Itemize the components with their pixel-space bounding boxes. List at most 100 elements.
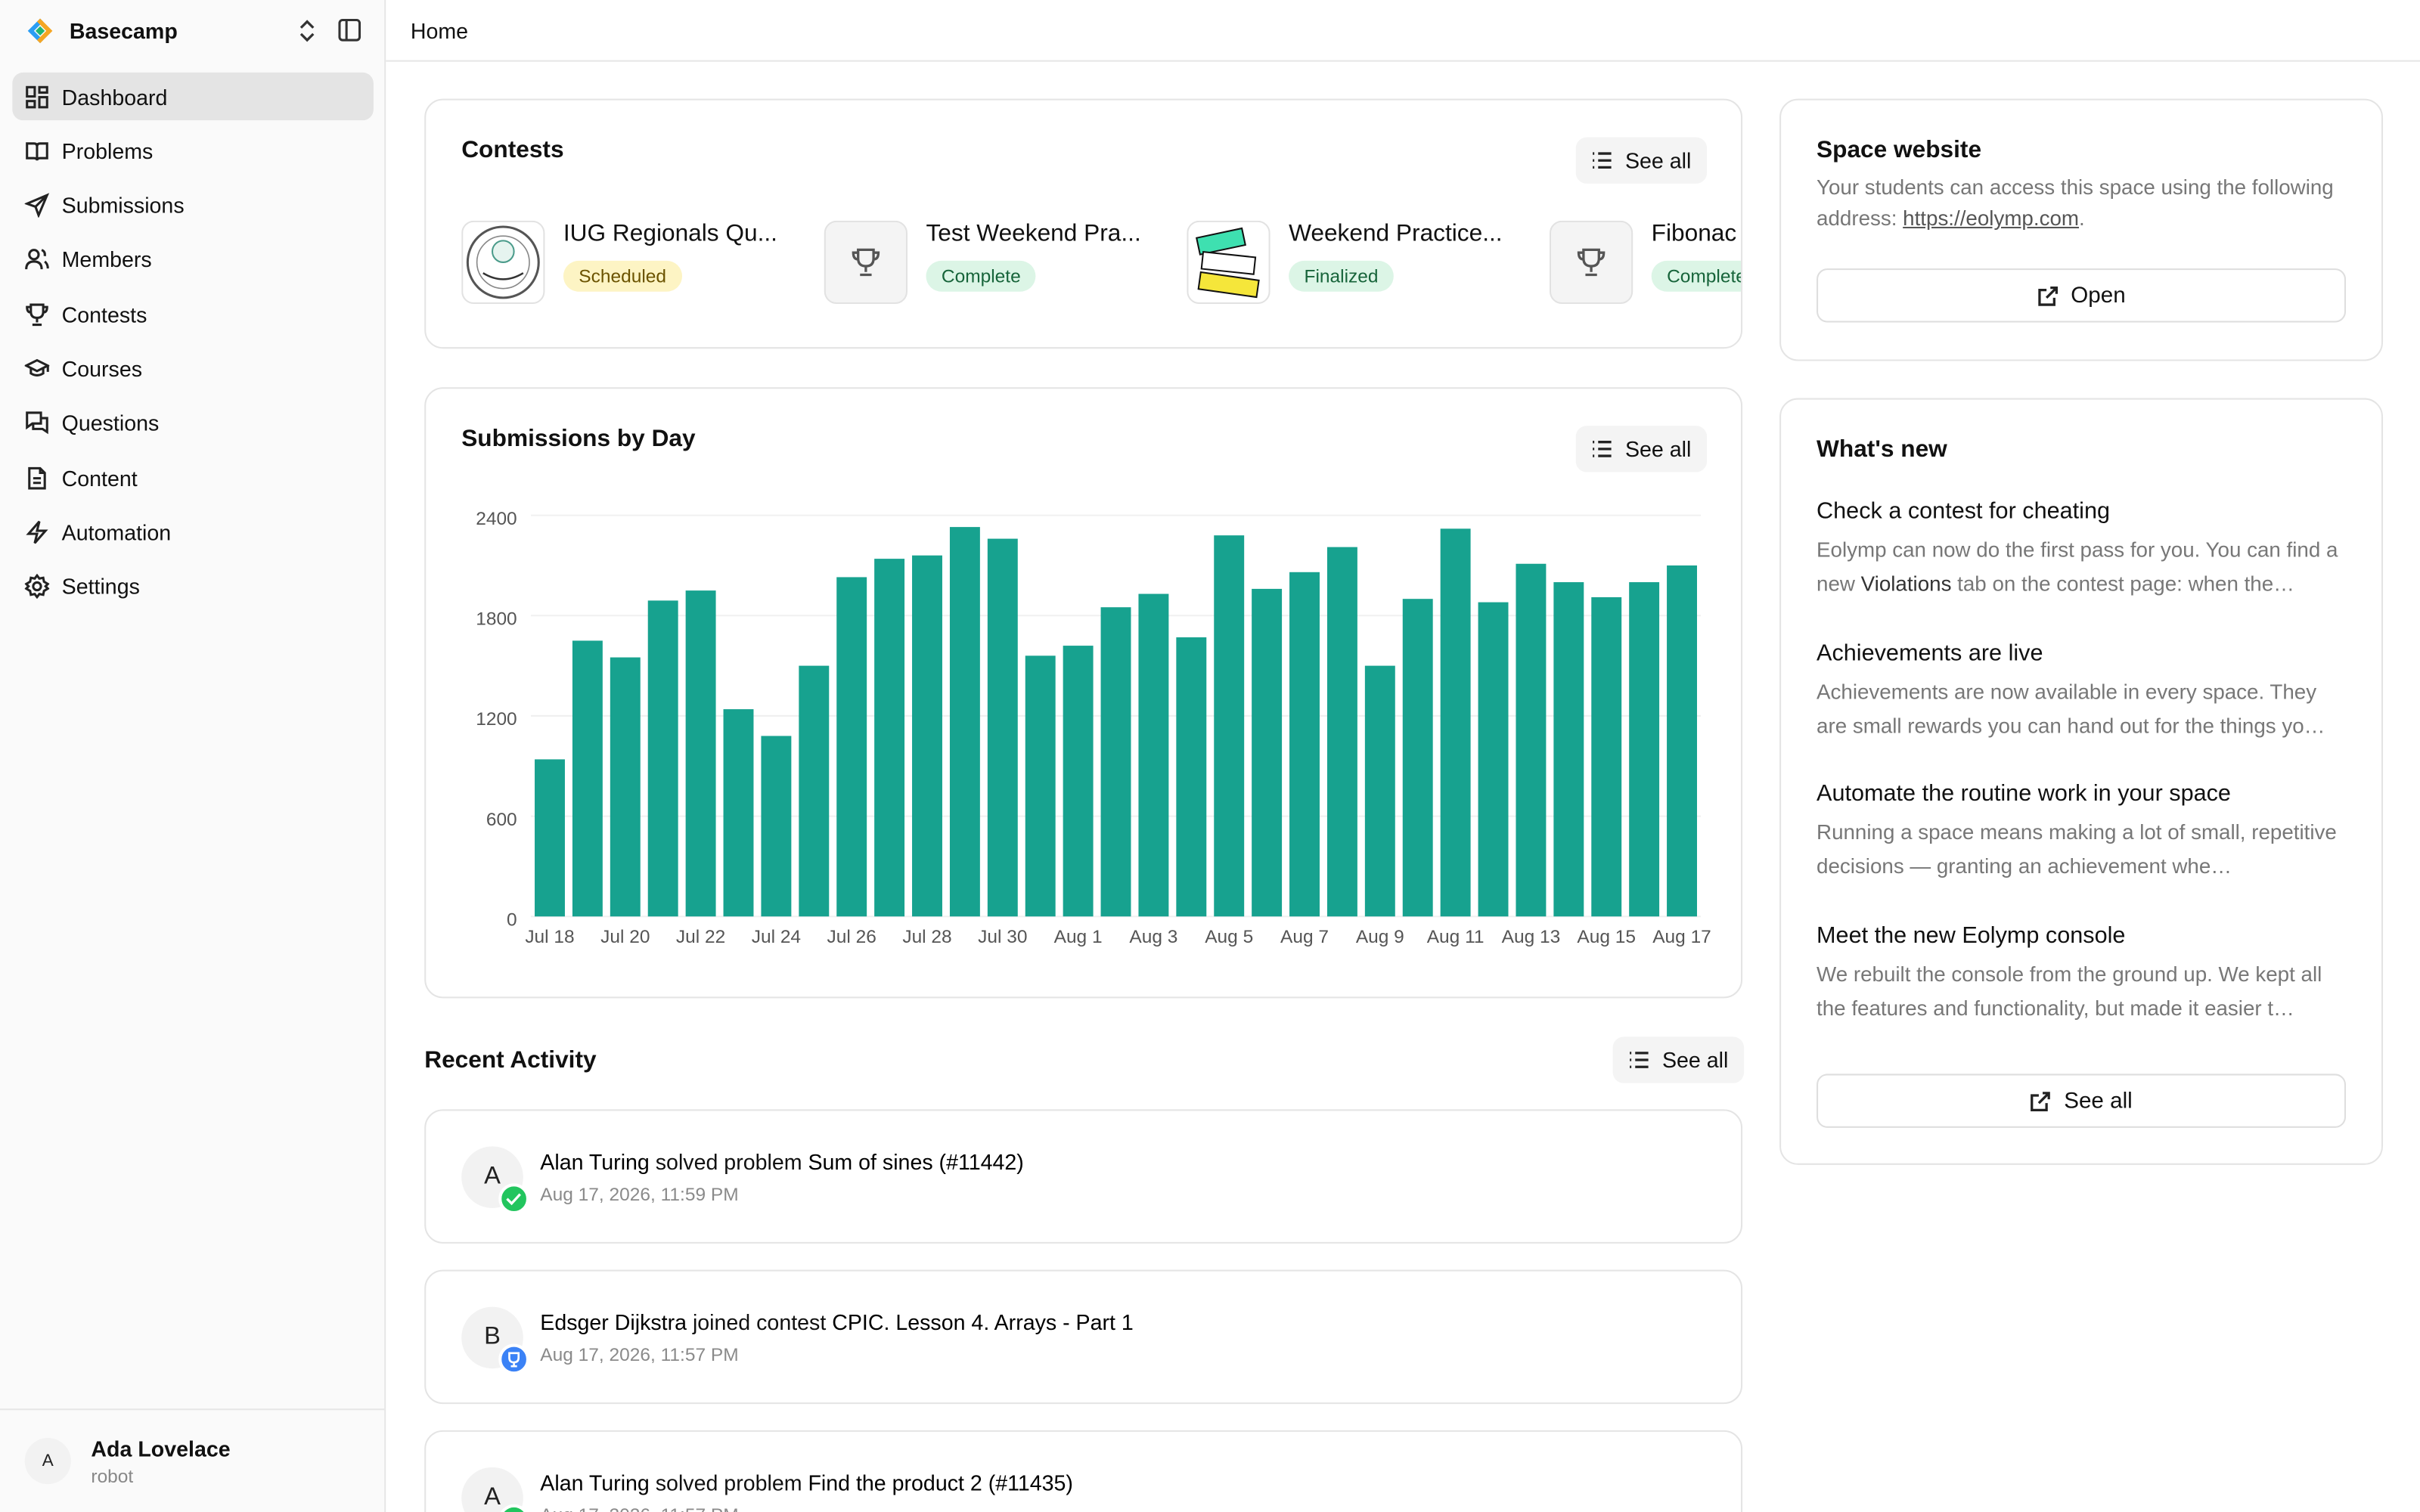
switch-icon[interactable]: [298, 18, 316, 43]
nav-label: Content: [61, 465, 138, 491]
bar: [1591, 596, 1622, 917]
card-title: What's new: [1817, 436, 1947, 463]
contest-list: IUG Regionals Qu... Scheduled Test Weeken…: [461, 220, 1742, 313]
see-all-button[interactable]: See all: [1612, 1036, 1744, 1083]
activity-text: Alan Turing solved problem Sum of sines …: [540, 1149, 1024, 1174]
contest-status: Complete: [1651, 260, 1742, 292]
nav-item[interactable]: Settings: [12, 562, 374, 610]
contest-item[interactable]: IUG Regionals Qu... Scheduled: [461, 220, 808, 305]
icon: [2031, 1091, 2051, 1111]
nav-item[interactable]: Members: [12, 236, 374, 284]
action: solved problem: [655, 1149, 802, 1175]
target[interactable]: Find the product 2 (#11435): [808, 1470, 1073, 1495]
contest-name: Fibonac: [1651, 220, 1737, 247]
nav-item[interactable]: Problems: [12, 127, 374, 175]
icon: [1630, 1052, 1649, 1068]
open-button[interactable]: Open: [1817, 268, 2347, 323]
nav: Dashboard Problems Submissions Members C…: [12, 72, 374, 617]
x-tick-label: Aug 7: [1280, 927, 1329, 947]
see-all-button[interactable]: See all: [1817, 1074, 2347, 1128]
news-item[interactable]: Automate the routine work in your space …: [1817, 781, 2349, 885]
nav-item[interactable]: Courses: [12, 345, 374, 392]
bar: [799, 665, 830, 917]
user-menu[interactable]: A Ada Lovelace robot: [0, 1408, 385, 1512]
contests-card: Contests See all IUG Regionals Qu... Sche…: [424, 98, 1743, 349]
contest-item[interactable]: Weekend Practice... Finalized: [1187, 220, 1534, 305]
contest-name: IUG Regionals Qu...: [563, 220, 777, 247]
icon: [26, 302, 48, 326]
contest-status: Complete: [926, 260, 1037, 292]
nav-label: Members: [61, 247, 152, 272]
activity-text: Alan Turing solved problem Find the prod…: [540, 1470, 1073, 1495]
bar: [1100, 607, 1131, 917]
contest-status: Scheduled: [563, 260, 682, 292]
icon: [26, 85, 48, 108]
contest-image: [1187, 220, 1270, 305]
actor[interactable]: Alan Turing: [540, 1470, 650, 1495]
x-tick-label: Aug 11: [1427, 927, 1485, 947]
y-tick-label: 600: [486, 810, 517, 830]
bar: [1402, 599, 1433, 917]
contest-item[interactable]: Test Weekend Pra... Complete: [824, 220, 1171, 305]
x-tick-label: Jul 22: [676, 927, 725, 947]
contest-image: [824, 220, 908, 305]
nav-label: Submissions: [61, 193, 185, 218]
breadcrumb[interactable]: Home: [410, 18, 469, 44]
activity-item[interactable]: B Edsger Dijkstra joined contest CPIC. L…: [424, 1269, 1743, 1405]
contest-name: Weekend Practice...: [1289, 220, 1503, 247]
bar: [647, 600, 678, 917]
see-all-button[interactable]: See all: [1575, 137, 1707, 184]
button-label: Open: [2071, 283, 2126, 308]
button-label: See all: [2064, 1088, 2133, 1114]
see-all-button[interactable]: See all: [1575, 426, 1707, 472]
activity-time: Aug 17, 2026, 11:57 PM: [540, 1343, 739, 1366]
nav-label: Courses: [61, 356, 143, 382]
icon: [26, 141, 48, 160]
bar: [723, 709, 754, 917]
bar: [1289, 572, 1320, 917]
bar: [1326, 547, 1357, 917]
news-title: Check a contest for cheating: [1817, 498, 2111, 525]
icon: [24, 574, 50, 600]
nav-item[interactable]: Submissions: [12, 181, 374, 229]
button-label: See all: [1624, 436, 1692, 462]
bar: [1176, 637, 1207, 917]
contest-item[interactable]: Fibonac Complete: [1549, 220, 1742, 305]
nav-label: Problems: [61, 138, 154, 163]
chart-card: Submissions by Day See all 0 600 1200 1800 2…: [424, 387, 1743, 999]
x-tick-label: Jul 20: [600, 927, 650, 947]
actor[interactable]: Edsger Dijkstra: [540, 1309, 687, 1335]
news-item[interactable]: Achievements are live Achievements are n…: [1817, 640, 2349, 744]
news-body: Running a space means making a lot of sm…: [1817, 820, 2337, 878]
nav-item[interactable]: Dashboard: [12, 72, 374, 121]
x-tick-label: Aug 5: [1205, 927, 1253, 947]
bar: [1063, 646, 1094, 917]
nav-item[interactable]: Automation: [12, 508, 374, 556]
x-tick-label: Aug 17: [1652, 927, 1711, 947]
activity-time: Aug 17, 2026, 11:59 PM: [540, 1183, 739, 1205]
nav-item[interactable]: Contests: [12, 290, 374, 338]
bar: [535, 759, 565, 917]
news-title: Meet the new Eolymp console: [1817, 922, 2126, 950]
actor[interactable]: Alan Turing: [540, 1149, 650, 1175]
link[interactable]: https://eolymp.com: [1903, 206, 2080, 231]
target[interactable]: Sum of sines (#11442): [808, 1149, 1024, 1175]
icon: [28, 466, 46, 489]
activity-text: Edsger Dijkstra joined contest CPIC. Les…: [540, 1310, 1134, 1335]
x-tick-label: Jul 24: [752, 927, 801, 947]
news-item[interactable]: Meet the new Eolymp console We rebuilt t…: [1817, 922, 2349, 1026]
space-switcher[interactable]: Basecamp: [25, 15, 178, 46]
collapse-icon[interactable]: [338, 18, 361, 42]
target[interactable]: CPIC. Lesson 4. Arrays - Part 1: [832, 1309, 1134, 1335]
bar: [1553, 582, 1584, 917]
activity-item[interactable]: A Alan Turing solved problem Find the pr…: [424, 1430, 1743, 1512]
nav-label: Settings: [61, 574, 140, 600]
nav-item[interactable]: Questions: [12, 399, 374, 447]
x-tick-label: Jul 28: [902, 927, 951, 947]
nav-item[interactable]: Content: [12, 454, 374, 501]
nav-label: Automation: [61, 519, 172, 545]
news-item[interactable]: Check a contest for cheating Eolymp can …: [1817, 498, 2349, 602]
text: tab on the contest page: when the…: [1957, 572, 2294, 596]
activity-item[interactable]: A Alan Turing solved problem Sum of sine…: [424, 1109, 1743, 1244]
